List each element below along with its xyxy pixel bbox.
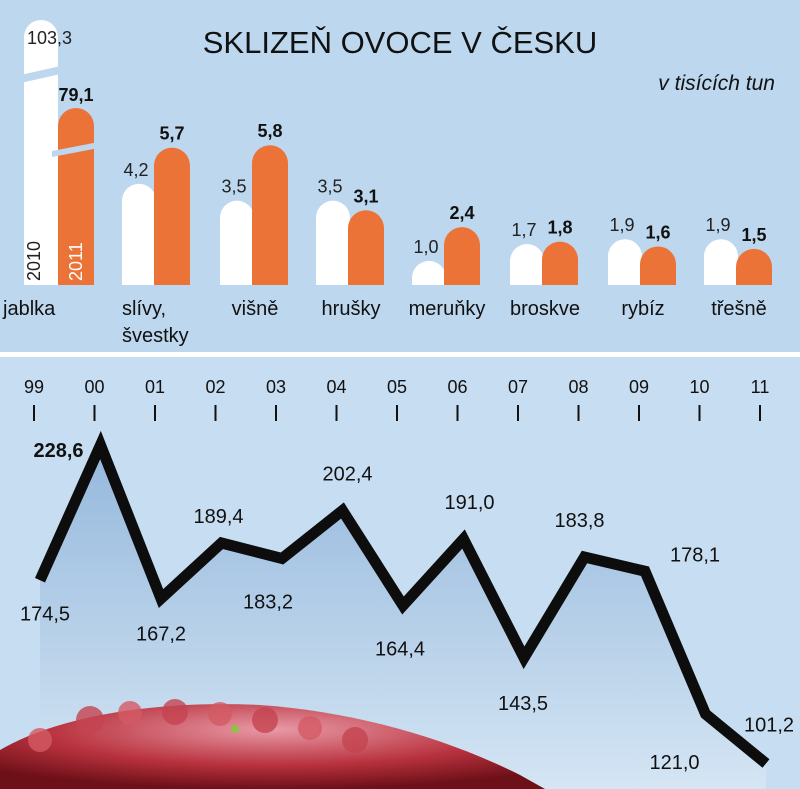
- year-label: 04: [326, 377, 346, 397]
- year-label: 07: [508, 377, 528, 397]
- category-label: hrušky: [322, 298, 381, 320]
- chart-title: SKLIZEŇ OVOCE V ČESKU: [203, 25, 598, 60]
- axis-break-mark: [16, 63, 74, 84]
- year-label: 09: [629, 377, 649, 397]
- unit-label: v tisících tun: [658, 72, 775, 95]
- bar-2011: [348, 210, 384, 285]
- point-label: 164,4: [375, 639, 425, 661]
- point-label: 178,1: [670, 544, 720, 566]
- category-label: třešně: [711, 298, 767, 320]
- bar-2010: [608, 239, 642, 285]
- bar-group: 103,3 79,1 2010 2011 jablka 4,2 5,7 slívy, švest…: [2, 20, 772, 347]
- bar-2010: [24, 20, 58, 286]
- panel-divider: [0, 352, 800, 357]
- bar-2011-label: 5,7: [159, 124, 184, 144]
- top-panel-bg: [0, 0, 800, 352]
- bar-2010-label: 103,3: [27, 28, 72, 48]
- year-label: 05: [387, 377, 407, 397]
- bar-2011: [252, 145, 288, 285]
- bar-2011: [542, 241, 578, 285]
- category-label: jablka: [2, 298, 56, 320]
- bar-2010: [704, 239, 738, 285]
- bar-2010-label: 4,2: [123, 160, 148, 180]
- bar-2010: [220, 200, 254, 285]
- bar-2011: [154, 147, 190, 285]
- axis-break-mark: [52, 141, 104, 157]
- bar-2011-label: 5,8: [257, 121, 282, 141]
- series-line: [34, 430, 770, 768]
- bar-2010: [122, 183, 156, 285]
- point-label: 101,2: [744, 715, 794, 737]
- bar-2010-label: 1,9: [705, 215, 730, 235]
- category-label: slívy,: [122, 298, 166, 320]
- bar-2011-label: 2,4: [449, 203, 474, 223]
- legend-2010: 2010: [24, 241, 44, 281]
- bar-2011-label: 1,5: [741, 225, 766, 245]
- year-label: 06: [447, 377, 467, 397]
- bar-2011-label: 79,1: [58, 85, 93, 105]
- year-label: 00: [84, 377, 104, 397]
- year-label: 10: [689, 377, 709, 397]
- raspberry-illustration: [0, 699, 545, 789]
- point-label: 183,8: [554, 510, 604, 532]
- point-label: 202,4: [322, 464, 372, 486]
- point-label: 191,0: [444, 492, 494, 514]
- year-label: 02: [205, 377, 225, 397]
- point-label: 189,4: [193, 506, 243, 528]
- category-label: švestky: [122, 325, 189, 347]
- year-label: 11: [751, 377, 770, 397]
- bar-2011: [736, 248, 772, 285]
- bar-2010-label: 1,7: [511, 220, 536, 240]
- bar-2011: [640, 246, 676, 285]
- year-label: 03: [266, 377, 286, 397]
- point-label: 167,2: [136, 624, 186, 646]
- bar-2011-label: 1,8: [547, 218, 572, 238]
- category-label: rybíz: [621, 298, 664, 320]
- bar-2011: [444, 227, 480, 285]
- bar-2010-label: 3,5: [221, 177, 246, 197]
- bar-2011-label: 1,6: [645, 222, 670, 242]
- category-label: višně: [232, 298, 279, 320]
- point-label: 228,6: [33, 440, 83, 462]
- point-label: 121,0: [649, 752, 699, 774]
- bar-2011-label: 3,1: [353, 186, 378, 206]
- bar-2010: [412, 260, 446, 285]
- year-label: 01: [145, 377, 165, 397]
- category-label: broskve: [510, 298, 580, 320]
- bar-2010-label: 1,0: [413, 237, 438, 257]
- bar-2010: [316, 200, 350, 285]
- category-label: meruňky: [409, 298, 486, 320]
- legend-2011: 2011: [66, 242, 86, 281]
- point-label: 183,2: [243, 592, 293, 614]
- bar-2010-label: 1,9: [609, 215, 634, 235]
- point-label: 143,5: [498, 693, 548, 715]
- year-label: 99: [24, 377, 44, 397]
- year-label: 08: [568, 377, 588, 397]
- bar-2010-label: 3,5: [317, 177, 342, 197]
- point-label: 174,5: [20, 603, 70, 625]
- bar-2010: [510, 244, 544, 285]
